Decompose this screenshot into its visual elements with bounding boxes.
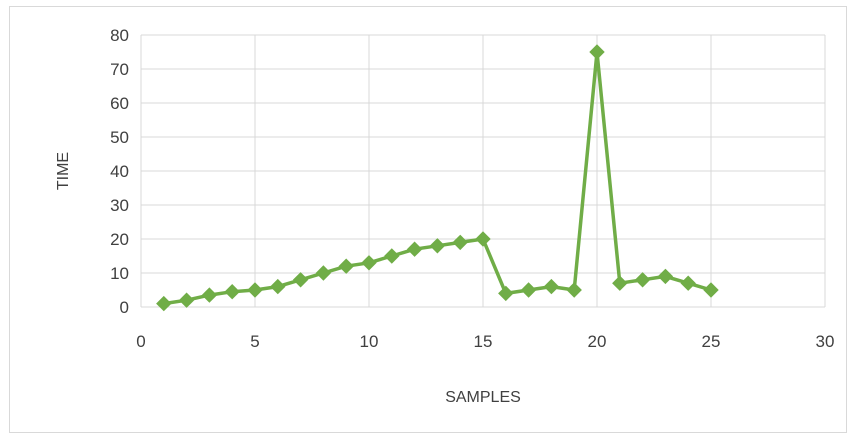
data-point [703,282,719,298]
y-tick-label: 80 [110,26,129,45]
data-point [361,255,377,271]
data-point [292,272,309,288]
data-point [498,285,514,302]
data-point [566,282,582,298]
y-tick-label: 30 [110,196,129,215]
data-point [247,282,263,298]
data-point [338,258,354,274]
data-point [406,241,423,257]
series [156,44,719,312]
data-point [452,234,468,251]
tick-labels: 0 10 20 30 40 50 60 70 80 0 5 10 15 20 25 30 [110,26,834,351]
data-point [520,282,537,298]
data-point [178,292,195,308]
data-point [384,248,400,264]
data-point [201,287,218,303]
data-point [224,283,240,300]
x-tick-label: 5 [250,332,259,351]
y-tick-label: 0 [120,298,129,317]
x-tick-label: 15 [474,332,493,351]
data-point [429,238,446,254]
y-tick-label: 40 [110,162,129,181]
x-axis-title: SAMPLES [445,389,521,406]
x-tick-label: 25 [702,332,721,351]
data-point [156,295,172,312]
data-point [270,278,286,295]
data-point [589,44,605,60]
data-point [680,275,696,291]
data-point [657,268,674,285]
grid [140,34,826,308]
data-point [315,265,332,281]
y-tick-label: 20 [110,230,129,249]
x-tick-label: 20 [588,332,607,351]
x-tick-label: 0 [136,332,145,351]
y-tick-label: 10 [110,264,129,283]
y-tick-label: 70 [110,60,129,79]
series-line [163,50,712,306]
x-tick-label: 30 [816,332,835,351]
data-point [543,278,560,295]
x-tick-label: 10 [360,332,379,351]
chart-frame [9,6,847,433]
data-point [475,231,491,247]
data-point [634,272,651,288]
y-axis-title: TIME [55,152,72,190]
y-tick-label: 50 [110,128,129,147]
data-point [612,275,628,291]
y-tick-label: 60 [110,94,129,113]
